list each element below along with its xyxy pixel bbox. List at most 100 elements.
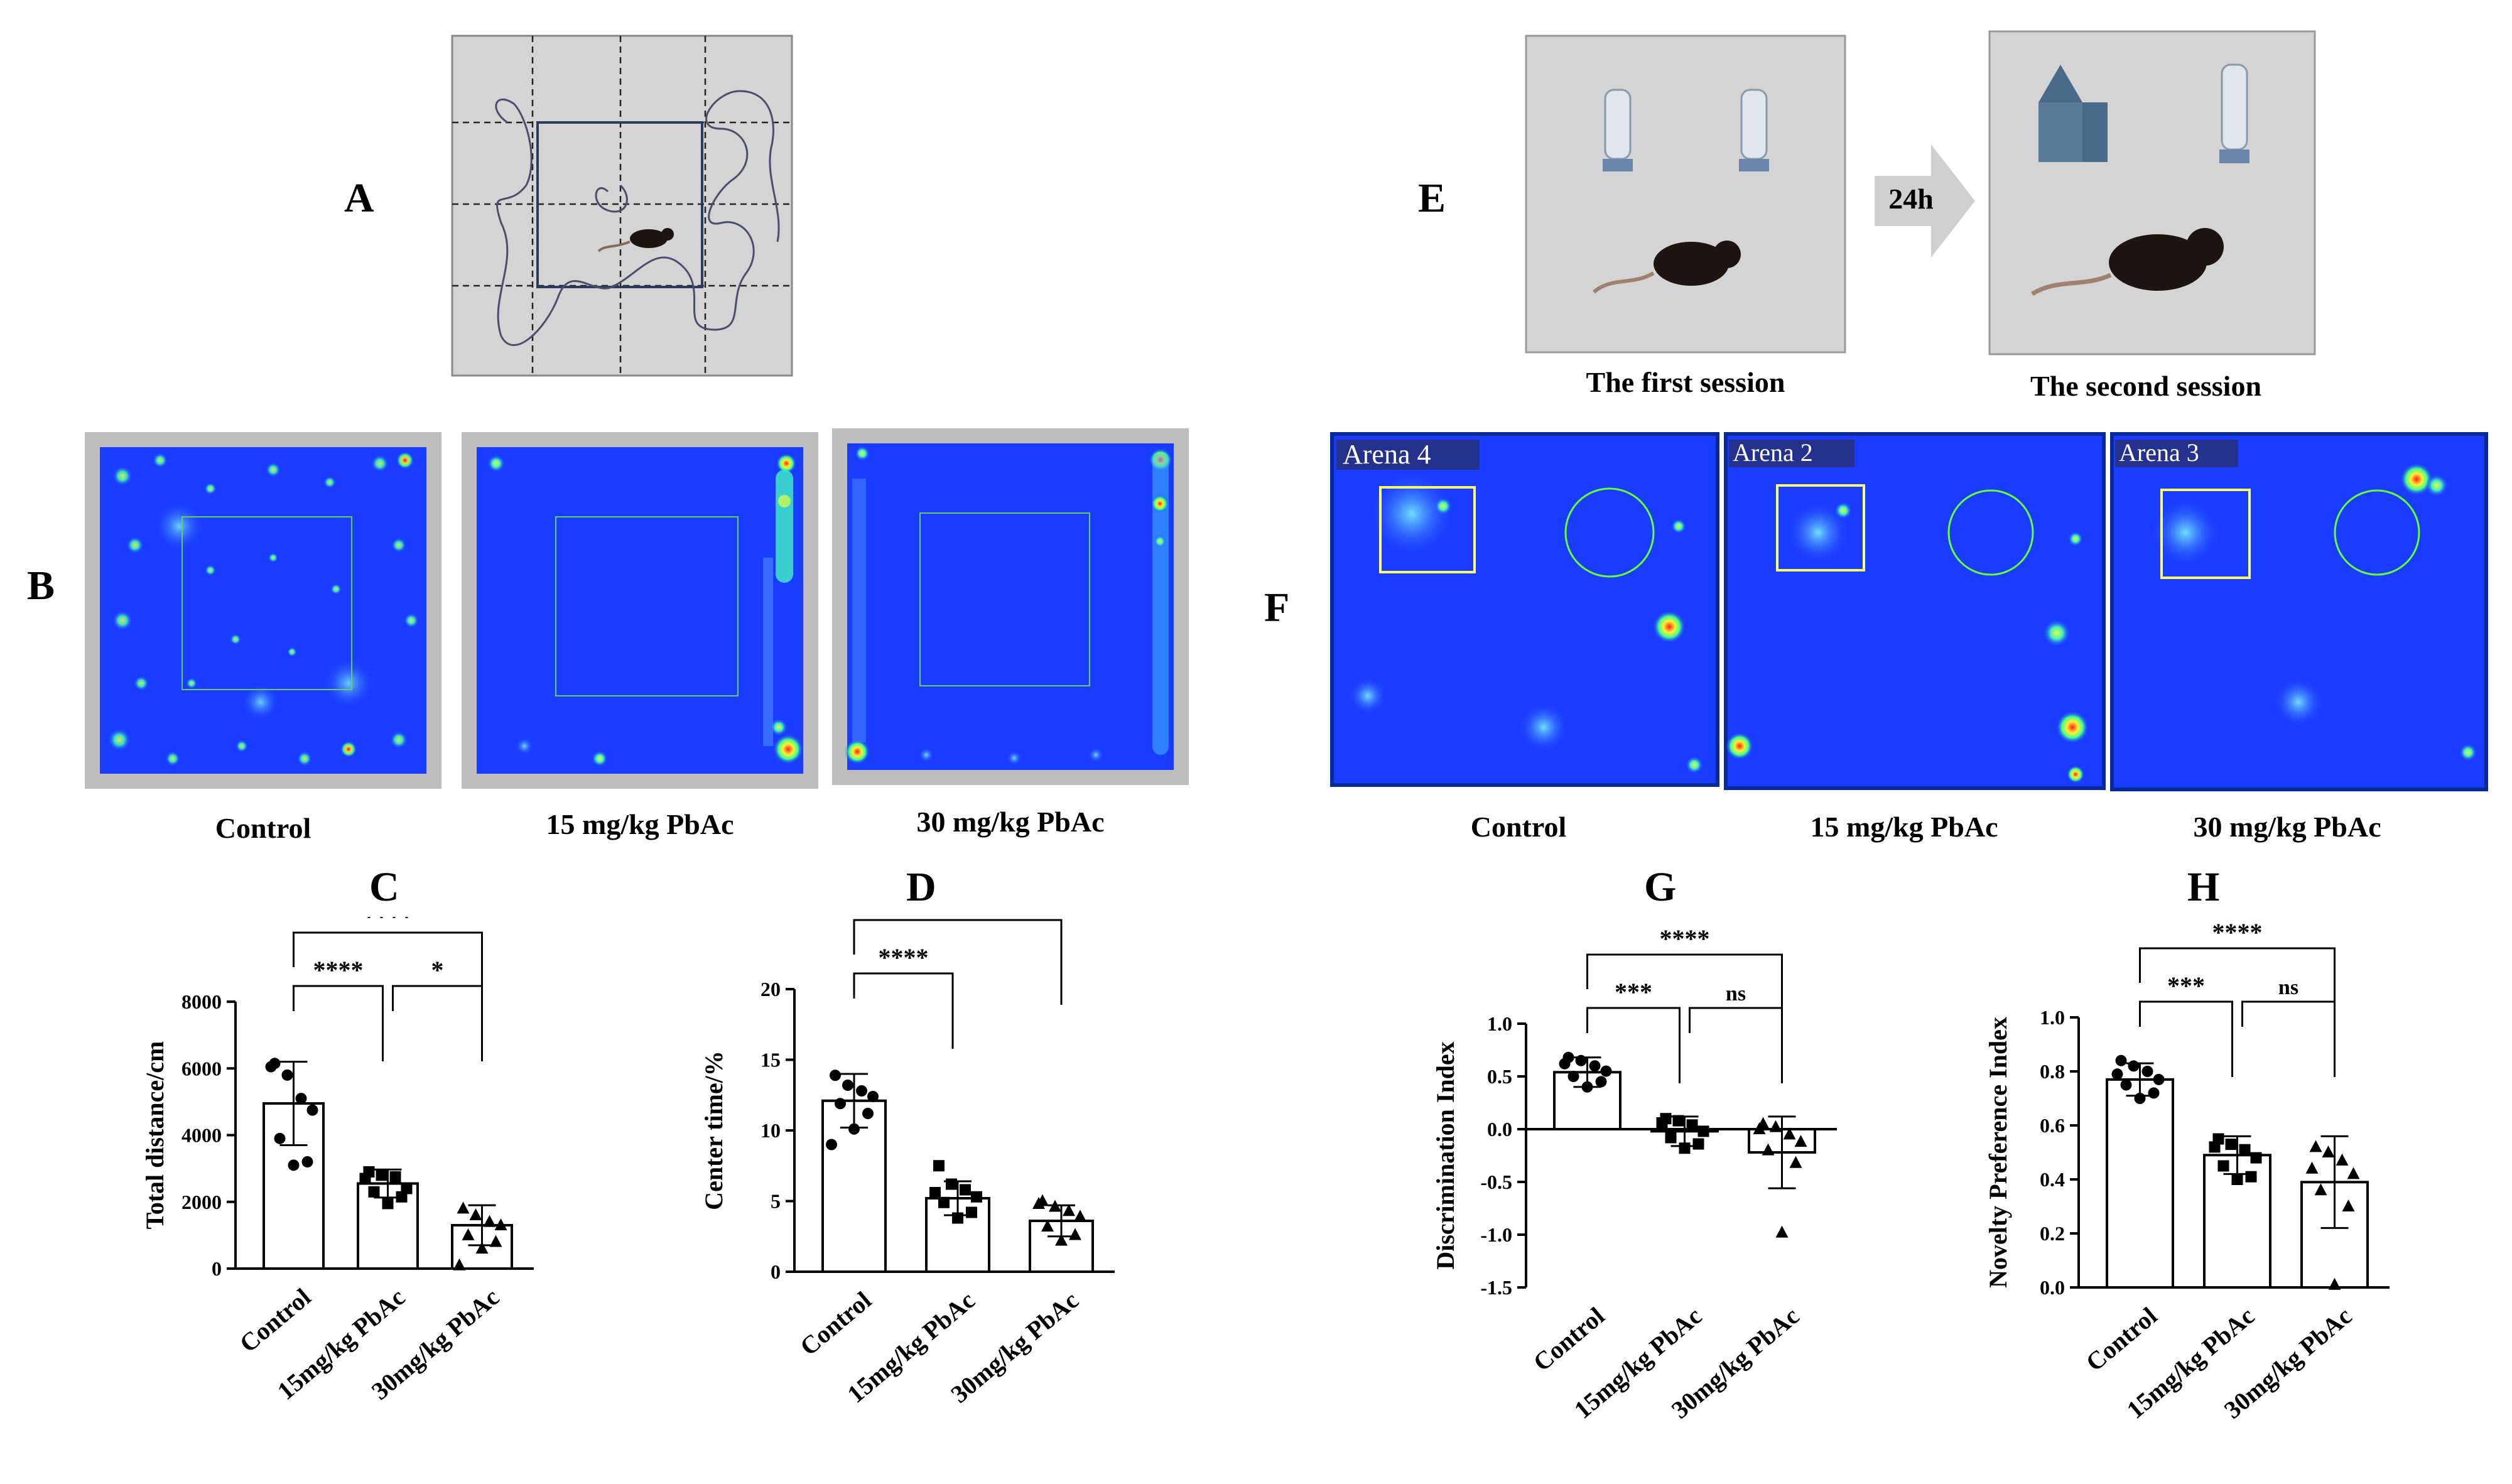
y-tick-label: 0.5 — [1487, 1065, 1512, 1088]
data-point — [1692, 1138, 1704, 1150]
data-point — [1063, 1204, 1075, 1216]
data-point — [288, 1159, 300, 1171]
y-tick-label: 2000 — [181, 1191, 222, 1213]
data-point — [2120, 1079, 2132, 1091]
data-point — [867, 1091, 879, 1102]
caption-first-session: The first session — [1586, 366, 1785, 398]
data-point — [453, 1258, 466, 1270]
y-tick-label: 10 — [761, 1119, 781, 1142]
y-tick-label: 0.0 — [1487, 1118, 1512, 1140]
data-point — [848, 1123, 860, 1135]
data-point — [2239, 1144, 2251, 1156]
data-point — [281, 1069, 293, 1081]
significance-bracket — [392, 985, 483, 1061]
second-session-arena — [1988, 30, 2316, 355]
y-tick-label: -1.0 — [1480, 1223, 1512, 1246]
data-point — [1783, 1127, 1796, 1140]
significance-bracket — [293, 931, 483, 1017]
y-tick-label: 5 — [771, 1190, 781, 1213]
arena-label-4: Arena 4 — [1343, 439, 1431, 470]
significance-bracket — [2241, 1000, 2336, 1077]
data-point — [1656, 1117, 1668, 1129]
heatmap-b-15mg — [462, 432, 818, 789]
y-axis-label: Center time/% — [700, 1051, 728, 1210]
significance-label: *** — [1615, 978, 1652, 1006]
arrow-24h-label: 24h — [1888, 183, 1934, 215]
data-point — [1567, 1071, 1579, 1082]
data-point — [2342, 1200, 2355, 1211]
significance-label: **** — [363, 917, 413, 931]
data-point — [1049, 1200, 1061, 1212]
data-point — [1762, 1143, 1775, 1156]
significance-label: **** — [313, 956, 364, 984]
data-point — [1794, 1135, 1807, 1147]
significance-label: **** — [933, 917, 983, 918]
data-point — [462, 1228, 475, 1240]
data-point — [2115, 1054, 2127, 1066]
significance-label: ns — [1726, 982, 1746, 1005]
data-point — [2309, 1140, 2322, 1152]
significance-bracket — [1689, 1007, 1783, 1083]
y-tick-label: 0.0 — [2040, 1276, 2065, 1299]
data-point — [1581, 1081, 1593, 1093]
data-point — [1697, 1125, 1709, 1137]
caption-b-15mg: 15 mg/kg PbAc — [546, 808, 734, 840]
y-axis-label: Novelty Preference Index — [1984, 1017, 2012, 1288]
panel-label-f: F — [1264, 585, 1290, 631]
data-point — [1055, 1233, 1068, 1246]
object-pyramid-icon — [2038, 65, 2108, 162]
y-tick-label: 4000 — [181, 1124, 222, 1147]
y-tick-label: 0.2 — [2040, 1222, 2065, 1245]
y-tick-label: 0.6 — [2040, 1114, 2065, 1137]
data-point — [1595, 1076, 1607, 1088]
data-point — [1575, 1054, 1587, 1066]
significance-label: ns — [2278, 976, 2298, 999]
data-point — [830, 1070, 841, 1081]
y-tick-label: 20 — [761, 978, 781, 1000]
data-point — [933, 1160, 945, 1172]
data-point — [274, 1132, 286, 1144]
arrow-24h: 24h — [1875, 144, 1975, 257]
data-point — [966, 1206, 977, 1218]
object-tube-icon — [1739, 89, 1769, 171]
significance-bracket — [853, 919, 1063, 1005]
mouse-icon — [2031, 228, 2224, 296]
data-point — [971, 1191, 982, 1203]
data-point — [2328, 1277, 2341, 1290]
heatmap-f-control: Arena 4 — [1330, 432, 1719, 787]
data-point — [1041, 1220, 1054, 1232]
data-point — [2314, 1183, 2327, 1196]
data-point — [960, 1184, 971, 1196]
panel-label-c: C — [369, 864, 399, 910]
data-point — [2347, 1167, 2360, 1179]
category-label: Control — [794, 1286, 877, 1361]
data-point — [2128, 1060, 2140, 1072]
significance-label: **** — [2212, 918, 2263, 946]
data-point — [1032, 1197, 1045, 1209]
data-point — [1069, 1228, 1081, 1240]
open-field-schematic — [451, 35, 793, 377]
panel-label-b: B — [27, 563, 55, 609]
data-point — [295, 1093, 307, 1105]
y-tick-label: 6000 — [181, 1057, 222, 1080]
data-point — [1753, 1122, 1766, 1134]
caption-b-control: Control — [215, 812, 311, 844]
object-tube-icon — [1603, 89, 1633, 171]
caption-f-15mg: 15 mg/kg PbAc — [1810, 811, 1998, 843]
data-point — [2209, 1141, 2221, 1153]
data-point — [929, 1187, 941, 1198]
panel-label-a: A — [344, 175, 374, 221]
object-tube-icon — [2219, 63, 2249, 163]
data-point — [301, 1156, 313, 1167]
y-axis-label: Discrimination Index — [1431, 1041, 1459, 1269]
data-point — [2148, 1087, 2160, 1099]
chart-h: 0.0 0.2 0.4 0.6 0.8 1.0 Novelty Preference Ind… — [1984, 918, 2390, 1424]
significance-label: * — [431, 956, 444, 984]
significance-label: **** — [879, 943, 929, 972]
y-tick-label: 8000 — [181, 990, 222, 1013]
data-point — [1775, 1225, 1789, 1238]
data-point — [469, 1208, 482, 1220]
data-point — [2217, 1160, 2229, 1172]
data-point — [2153, 1073, 2165, 1085]
